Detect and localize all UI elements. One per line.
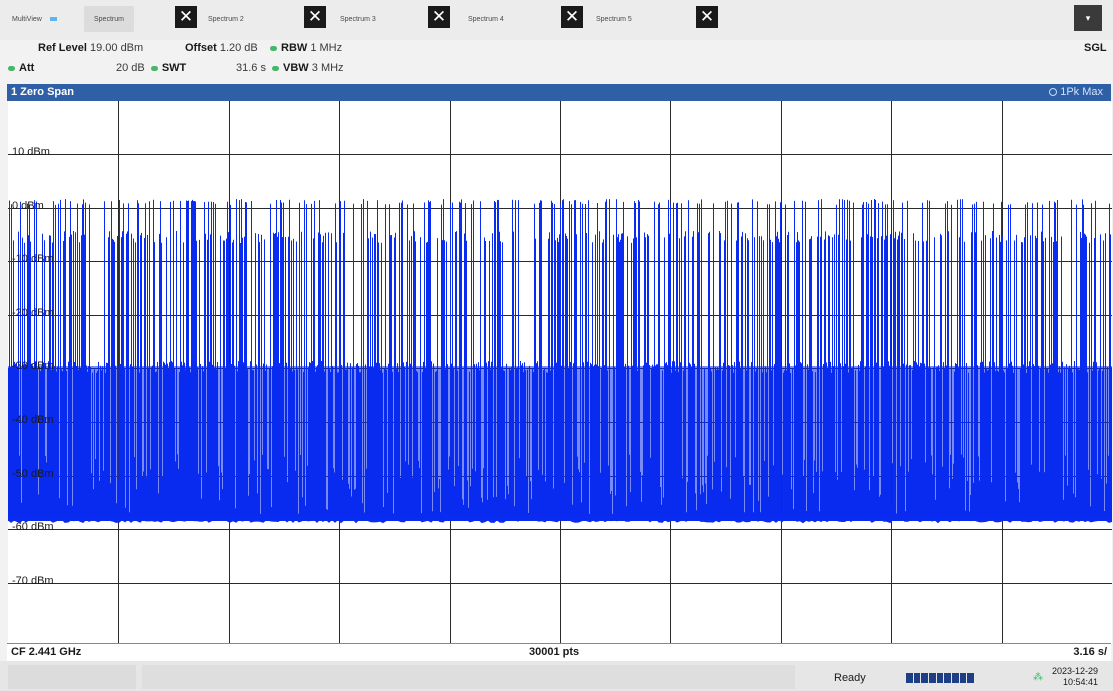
- rbw-setting[interactable]: RBW 1 MHz: [270, 42, 342, 54]
- y-axis-label: -50 dBm: [12, 468, 54, 480]
- tab-spectrum-4[interactable]: Spectrum 4: [468, 6, 504, 32]
- date: 2023-12-29: [1052, 666, 1099, 676]
- tab-spectrum-2[interactable]: Spectrum 2: [208, 6, 244, 32]
- tab-spectrum[interactable]: Spectrum: [84, 6, 134, 32]
- coupled-indicator-icon: [270, 45, 277, 51]
- status-message-area: [142, 665, 795, 689]
- y-axis-label: 10 dBm: [12, 146, 50, 158]
- tab-spectrum-3[interactable]: Spectrum 3: [340, 6, 376, 32]
- ref-level-setting[interactable]: Ref Level 19.00 dBm: [38, 42, 143, 54]
- tab-indicator-icon: [49, 17, 57, 21]
- swt-setting[interactable]: 31.6 s VBW 3 MHz: [236, 62, 344, 74]
- time: 10:54:41: [1063, 677, 1099, 687]
- vbw-value: 3 MHz: [311, 62, 344, 74]
- plot-svg: [8, 101, 1112, 643]
- close-spectrum-2-icon[interactable]: ✕: [304, 6, 326, 28]
- ref-level-label: Ref Level: [38, 42, 87, 54]
- tab-label: Spectrum 3: [340, 15, 376, 23]
- vbw-label: VBW: [283, 62, 309, 74]
- date-time: 2023-12-29 10:54:41: [1052, 666, 1098, 688]
- y-axis-label: -60 dBm: [12, 521, 54, 533]
- progress-bar: [906, 673, 975, 683]
- tab-bar: MultiView Spectrum ✕ Spectrum 2 ✕ Spectr…: [0, 0, 1113, 40]
- offset-label: Offset: [185, 42, 217, 54]
- tab-spectrum-5[interactable]: Spectrum 5: [596, 6, 632, 32]
- diagram-header: 1 Zero Span 1Pk Max: [7, 84, 1111, 101]
- ref-level-value: 19.00 dBm: [89, 42, 144, 54]
- time-per-division[interactable]: 3.16 s/: [1073, 646, 1107, 658]
- trace-1-dense-region: [8, 366, 1112, 516]
- center-frequency[interactable]: CF 2.441 GHz: [11, 646, 82, 658]
- att-value-setting[interactable]: 20 dB SWT: [116, 62, 186, 74]
- tab-label: MultiView: [12, 15, 42, 23]
- close-spectrum-3-icon[interactable]: ✕: [428, 6, 450, 28]
- diagram-footer: CF 2.441 GHz 30001 pts 3.16 s/: [7, 643, 1111, 661]
- y-axis-label: -10 dBm: [12, 253, 54, 265]
- trace-1-noise-floor: [8, 516, 1112, 524]
- offset-value: 1.20 dB: [219, 42, 258, 54]
- swt-label: SWT: [161, 62, 187, 74]
- close-spectrum-icon[interactable]: ✕: [175, 6, 197, 28]
- att-setting[interactable]: Att: [8, 62, 34, 74]
- status-segment: [8, 665, 136, 689]
- trace-indicator-icon: [1049, 88, 1058, 97]
- trace-label[interactable]: 1Pk Max: [1049, 86, 1103, 98]
- sweep-points[interactable]: 30001 pts: [529, 646, 580, 658]
- network-icon[interactable]: ⁂: [1033, 672, 1043, 683]
- y-axis-label: -40 dBm: [12, 414, 54, 426]
- tab-label: Spectrum: [94, 15, 124, 23]
- diagram-title[interactable]: 1 Zero Span: [11, 86, 74, 98]
- y-axis-label: -20 dBm: [12, 307, 54, 319]
- tab-multiview[interactable]: MultiView: [12, 6, 71, 32]
- menu-dropdown-button[interactable]: ▾: [1074, 5, 1102, 31]
- plot-area[interactable]: 10 dBm 0 dBm -10 dBm -20 dBm -30 dBm -40 dBm -…: [8, 101, 1112, 643]
- rbw-value: 1 MHz: [310, 42, 343, 54]
- coupled-indicator-icon: [150, 65, 158, 71]
- tab-label: Spectrum 4: [468, 15, 504, 23]
- y-axis-label: -30 dBm: [12, 360, 54, 372]
- y-axis-label: 0 dBm: [12, 200, 44, 212]
- rbw-label: RBW: [281, 42, 308, 54]
- close-spectrum-4-icon[interactable]: ✕: [561, 6, 583, 28]
- coupled-indicator-icon: [8, 65, 15, 71]
- instrument-status: Ready: [834, 672, 866, 684]
- offset-setting[interactable]: Offset 1.20 dB: [185, 42, 258, 54]
- swt-value: 31.6 s: [236, 62, 266, 74]
- trace-mode: 1Pk Max: [1060, 86, 1103, 98]
- tab-label: Spectrum 5: [596, 15, 632, 23]
- coupled-indicator-icon: [272, 65, 280, 71]
- att-value: 20 dB: [116, 62, 145, 74]
- sweep-mode-indicator[interactable]: SGL: [1084, 42, 1107, 54]
- tab-label: Spectrum 2: [208, 15, 244, 23]
- att-label: Att: [19, 62, 35, 74]
- y-axis-label: -70 dBm: [12, 575, 54, 587]
- close-spectrum-5-icon[interactable]: ✕: [696, 6, 718, 28]
- status-bar: Ready ⁂ 2023-12-29 10:54:41: [0, 661, 1113, 691]
